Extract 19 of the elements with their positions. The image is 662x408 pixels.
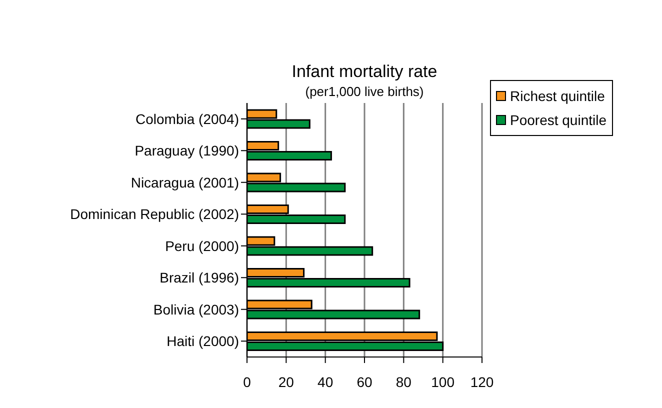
x-tick-label: 100 (431, 374, 455, 390)
x-tick-label: 20 (278, 374, 294, 390)
y-tick-label: Paraguay (1990) (134, 142, 239, 159)
x-tick-label: 0 (243, 374, 252, 390)
legend-label: Richest quintile (510, 87, 605, 106)
chart-subtitle: (per1,000 live births) (304, 84, 425, 99)
x-tick-label: 40 (318, 374, 334, 390)
y-tick-label: Haiti (2000) (166, 333, 239, 350)
x-tick-label: 60 (356, 374, 372, 390)
y-tick-label: Bolivia (2003) (153, 301, 239, 318)
y-tick-label: Brazil (1996) (160, 270, 239, 286)
y-tick-label: Colombia (2004) (136, 110, 239, 127)
x-tick-label: 120 (470, 374, 494, 390)
chart-title: Infant mortality rate (290, 62, 438, 82)
y-tick-label: Peru (2000) (165, 238, 239, 254)
y-tick-label: Nicaragua (2001) (130, 174, 239, 190)
y-tick-label: Dominican Republic (2002) (70, 206, 239, 222)
legend-label: Poorest quintile (510, 111, 607, 130)
x-tick-label: 80 (396, 374, 412, 390)
